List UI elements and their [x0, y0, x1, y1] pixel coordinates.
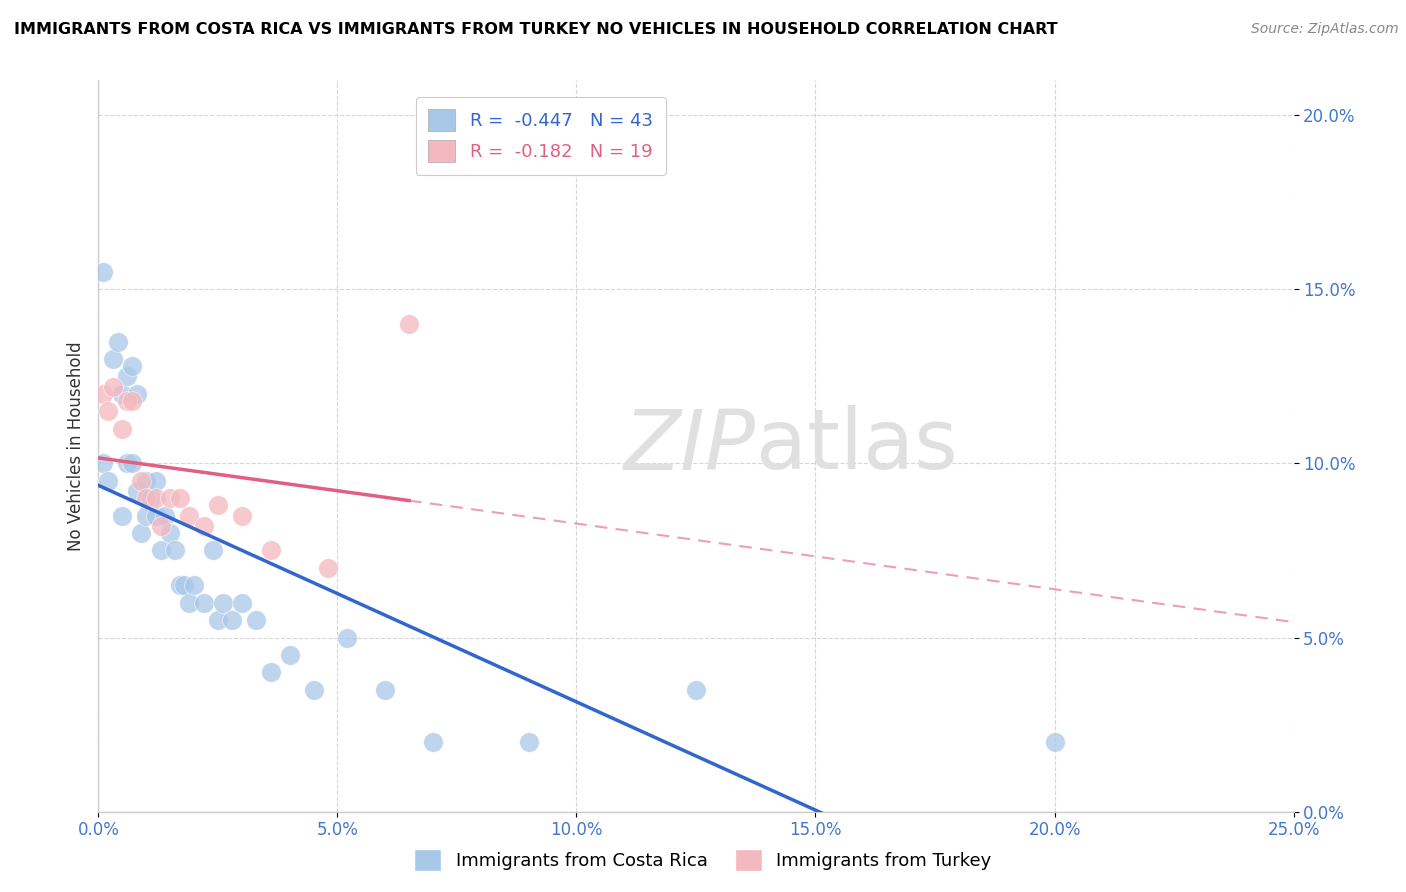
Point: [231, 596, 253, 610]
Point: [159, 526, 181, 541]
Point: [278, 648, 301, 662]
Point: [173, 578, 195, 592]
Point: [115, 393, 138, 408]
Point: [193, 596, 215, 610]
Point: [374, 682, 396, 697]
Point: [245, 613, 267, 627]
Point: [145, 474, 167, 488]
Point: [97, 404, 120, 418]
Point: [202, 543, 225, 558]
Point: [155, 508, 177, 523]
Point: [259, 665, 281, 680]
Point: [131, 474, 153, 488]
Point: [231, 508, 253, 523]
Point: [169, 578, 191, 592]
Text: Source: ZipAtlas.com: Source: ZipAtlas.com: [1251, 22, 1399, 37]
Text: atlas: atlas: [756, 406, 957, 486]
Point: [139, 491, 162, 506]
Point: [685, 682, 707, 697]
Point: [107, 334, 129, 349]
Point: [179, 596, 201, 610]
Point: [149, 543, 172, 558]
Point: [121, 359, 143, 373]
Point: [125, 386, 148, 401]
Legend: R =  -0.447   N = 43, R =  -0.182   N = 19: R = -0.447 N = 43, R = -0.182 N = 19: [416, 96, 665, 175]
Point: [125, 484, 148, 499]
Point: [163, 543, 186, 558]
Point: [336, 631, 359, 645]
Point: [1043, 735, 1066, 749]
Point: [207, 498, 229, 512]
Point: [517, 735, 540, 749]
Point: [183, 578, 205, 592]
Point: [193, 519, 215, 533]
Point: [121, 457, 143, 471]
Point: [131, 526, 153, 541]
Point: [91, 386, 114, 401]
Point: [179, 508, 201, 523]
Point: [101, 351, 124, 366]
Point: [135, 508, 157, 523]
Point: [145, 491, 167, 506]
Point: [121, 393, 143, 408]
Legend: Immigrants from Costa Rica, Immigrants from Turkey: Immigrants from Costa Rica, Immigrants f…: [408, 842, 998, 879]
Point: [398, 317, 420, 331]
Y-axis label: No Vehicles in Household: No Vehicles in Household: [66, 341, 84, 551]
Point: [316, 561, 339, 575]
Point: [111, 508, 134, 523]
Point: [135, 491, 157, 506]
Text: ZIP: ZIP: [624, 406, 756, 486]
Point: [259, 543, 281, 558]
Text: IMMIGRANTS FROM COSTA RICA VS IMMIGRANTS FROM TURKEY NO VEHICLES IN HOUSEHOLD CO: IMMIGRANTS FROM COSTA RICA VS IMMIGRANTS…: [14, 22, 1057, 37]
Point: [115, 457, 138, 471]
Point: [211, 596, 233, 610]
Point: [111, 386, 134, 401]
Point: [101, 380, 124, 394]
Point: [149, 519, 172, 533]
Point: [221, 613, 243, 627]
Point: [91, 265, 114, 279]
Point: [302, 682, 325, 697]
Point: [207, 613, 229, 627]
Point: [422, 735, 444, 749]
Point: [145, 508, 167, 523]
Point: [159, 491, 181, 506]
Point: [111, 421, 134, 435]
Point: [115, 369, 138, 384]
Point: [135, 474, 157, 488]
Point: [97, 474, 120, 488]
Point: [169, 491, 191, 506]
Point: [91, 457, 114, 471]
